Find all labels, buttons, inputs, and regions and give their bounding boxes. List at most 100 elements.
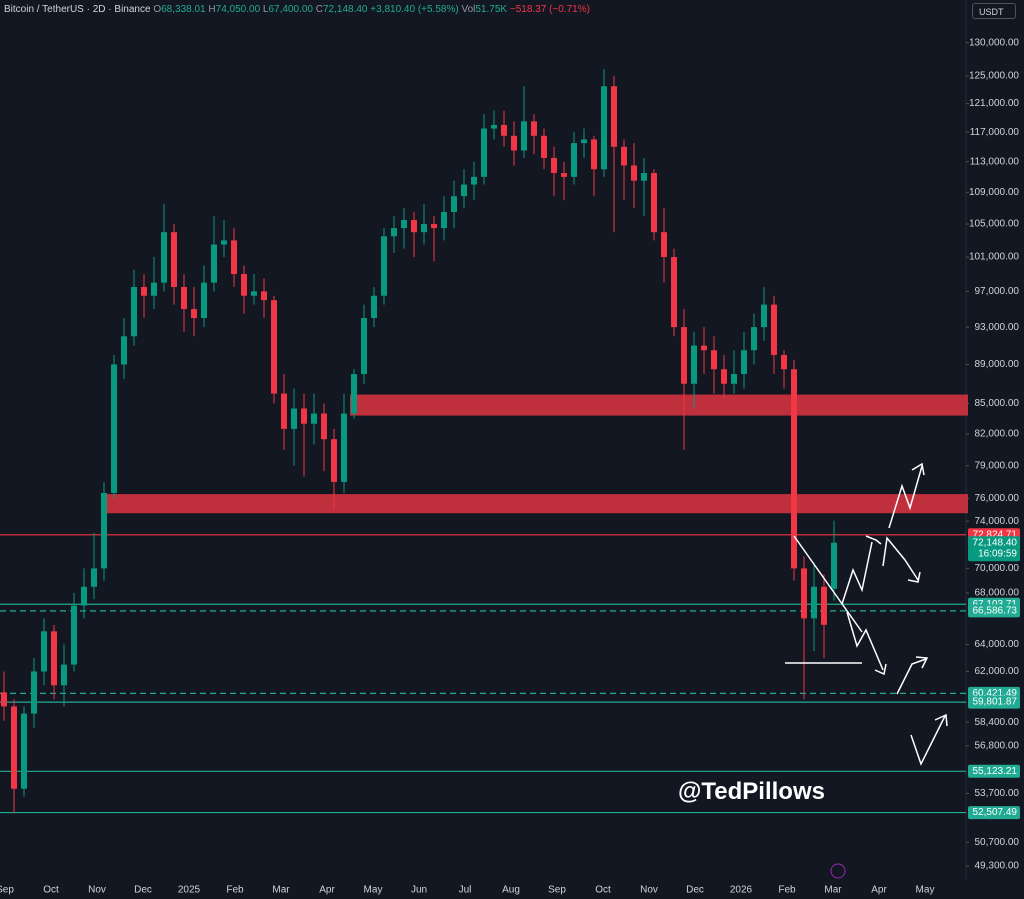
x-tick-label: Sep <box>0 885 14 896</box>
volume-key: Vol <box>461 4 476 15</box>
arrow-path <box>841 541 873 605</box>
x-tick-label: Oct <box>43 885 59 896</box>
candle-body <box>661 232 667 258</box>
field-value: 68,338.01 <box>161 4 206 15</box>
candle-body <box>531 121 537 136</box>
candle-body <box>181 286 187 310</box>
candle-body <box>431 224 437 229</box>
volume: 51.75K <box>475 4 508 15</box>
arrow-head <box>865 535 882 545</box>
candle-body <box>71 605 77 665</box>
candle-body <box>21 713 27 789</box>
zone <box>105 494 968 514</box>
x-tick-label: Apr <box>319 885 335 896</box>
candle-body <box>221 240 227 245</box>
y-tick-label: 58,400.00 <box>975 717 1020 728</box>
arrow-head <box>874 663 887 676</box>
candle-body <box>621 146 627 166</box>
candle-body <box>731 374 737 384</box>
event-icon[interactable] <box>830 863 846 879</box>
y-tick-label: 105,000.00 <box>969 219 1019 230</box>
candle-body <box>51 631 57 686</box>
y-tick-label: 109,000.00 <box>969 187 1019 198</box>
candle-body <box>701 345 707 351</box>
x-tick-label: Feb <box>226 885 244 896</box>
x-tick-label: Apr <box>871 885 887 896</box>
y-tick-label: 130,000.00 <box>969 37 1019 48</box>
candle-body <box>541 135 547 158</box>
candle-body <box>811 586 817 619</box>
candle-body <box>121 336 127 365</box>
field-value: 74,050.00 <box>215 4 261 15</box>
candle-body <box>61 664 67 686</box>
candle-body <box>591 139 597 170</box>
field-value: 67,400.00 <box>268 4 313 15</box>
candle-body <box>471 176 477 185</box>
candle-body <box>261 291 267 301</box>
candle-body <box>631 165 637 181</box>
candle-body <box>681 327 687 384</box>
legend-header: Bitcoin / TetherUS · 2D · Binance O68,33… <box>4 4 590 15</box>
y-tick-label: 121,000.00 <box>969 98 1019 109</box>
price-label: 72,824.71 <box>973 529 1018 540</box>
candle-body <box>741 350 747 375</box>
candle-body <box>391 228 397 237</box>
price-label-box <box>968 536 1020 562</box>
y-tick-label: 89,000.00 <box>975 359 1020 370</box>
field-key: L <box>262 4 269 15</box>
candle-body <box>351 374 357 414</box>
currency-button[interactable]: USDT <box>972 3 1016 19</box>
field-key: C <box>315 4 323 15</box>
candle-body <box>401 220 407 229</box>
x-tick-label: May <box>364 885 383 896</box>
y-tick-label: 117,000.00 <box>970 127 1020 138</box>
y-tick-label: 82,000.00 <box>975 429 1020 440</box>
candle-body <box>771 304 777 355</box>
candle-body <box>421 224 427 233</box>
arrow-path <box>882 536 919 581</box>
candle-body <box>451 196 457 213</box>
arrow-head <box>907 571 921 583</box>
price-label-box <box>968 695 1020 709</box>
candle-body <box>671 257 677 328</box>
drawings <box>785 462 948 766</box>
x-tick-label: Feb <box>778 885 796 896</box>
arrow-path <box>896 658 927 695</box>
y-tick-label: 53,700.00 <box>975 788 1020 799</box>
y-tick-label: 125,000.00 <box>969 71 1019 82</box>
candle-body <box>41 631 47 672</box>
candle-body <box>781 354 787 370</box>
y-tick-label: 62,000.00 <box>975 666 1020 677</box>
candle-body <box>491 124 497 129</box>
y-tick-label: 68,000.00 <box>975 588 1020 599</box>
candle-body <box>341 413 347 482</box>
candle-body <box>11 706 17 789</box>
candle-body <box>551 157 557 174</box>
countdown: 16:09:59 <box>978 548 1017 559</box>
candle-body <box>81 586 87 606</box>
candle-body <box>381 236 387 296</box>
candle-body <box>301 408 307 424</box>
candle-body <box>511 135 517 151</box>
candle-body <box>691 345 697 384</box>
x-tick-label: 2025 <box>178 885 201 896</box>
zone <box>350 394 968 416</box>
candle-body <box>251 291 257 296</box>
y-tick-label: 113,000.00 <box>970 156 1020 167</box>
arrow-path <box>888 465 923 529</box>
candle-body <box>311 413 317 424</box>
candle-body <box>271 300 277 394</box>
candle-body <box>361 318 367 375</box>
candle-body <box>291 408 297 429</box>
candle-body <box>561 173 567 177</box>
candle-body <box>411 220 417 233</box>
y-tick-label: 64,000.00 <box>975 639 1020 650</box>
price-label: 52,507.49 <box>973 807 1018 818</box>
candle-body <box>611 86 617 147</box>
price-label-box <box>968 604 1020 618</box>
candle-body <box>501 124 507 136</box>
candle-body <box>141 286 147 296</box>
x-tick-label: Jul <box>459 885 472 896</box>
candle-body <box>751 327 757 351</box>
candle-body <box>651 173 657 233</box>
